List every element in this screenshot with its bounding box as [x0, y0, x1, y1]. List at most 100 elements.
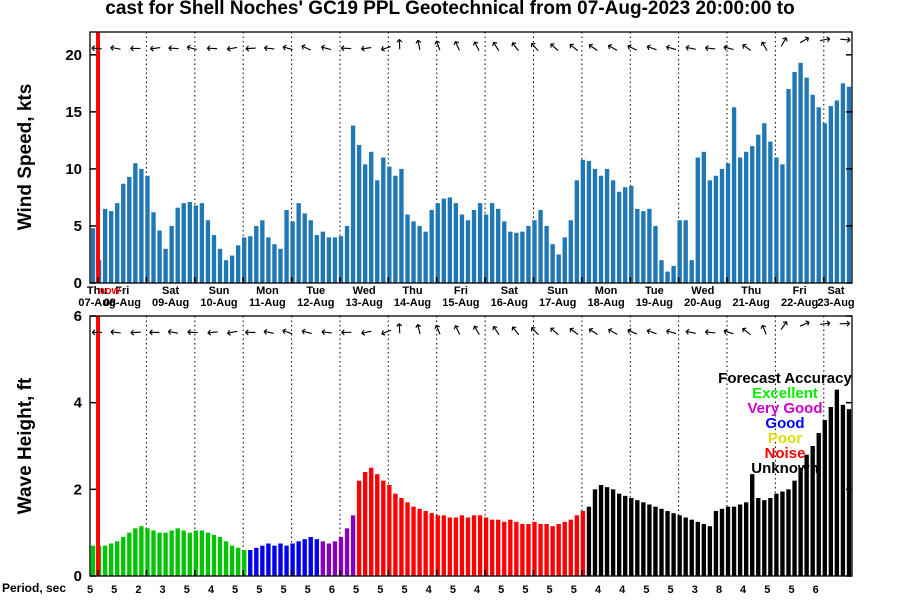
direction-arrow-icon: → [359, 323, 374, 341]
direction-arrow-icon: → [720, 322, 736, 341]
day-name-label: Mon [595, 285, 618, 297]
direction-arrow-icon: → [703, 39, 717, 56]
period-value: 5 [184, 584, 190, 596]
day-name-label: Sun [547, 285, 568, 297]
period-value: 5 [450, 584, 456, 596]
direction-arrow-icon: → [320, 323, 334, 340]
direction-arrow-icon: → [109, 323, 123, 340]
direction-arrow-icon: → [796, 31, 814, 51]
day-name-label: Wed [353, 285, 376, 297]
direction-arrow-icon: → [448, 37, 467, 54]
day-name-label: Fri [454, 285, 468, 297]
legend-title: Forecast Accuracy [718, 370, 852, 387]
direction-arrow-icon: → [429, 37, 448, 54]
day-name-label: Sat [501, 285, 518, 297]
direction-arrow-icon: → [166, 323, 181, 341]
direction-arrow-icon: → [467, 37, 487, 55]
wave-plot-frame [89, 315, 853, 577]
day-name-label: Sat [827, 285, 844, 297]
period-value: 5 [377, 584, 383, 596]
svg-text:10: 10 [65, 161, 82, 178]
period-value: 5 [256, 584, 262, 596]
period-values-row: 5 5 2 3 5 4 5 5 5 5 6 5 5 5 4 5 4 5 5 5 5 4 4 5 5 3 8 4 5 5 6 [87, 584, 819, 596]
day-date-label: 18-Aug [587, 297, 624, 309]
period-value: 2 [135, 584, 141, 596]
period-value: 6 [329, 584, 335, 596]
day-date-label: 17-Aug [539, 297, 576, 309]
day-date-label: 15-Aug [442, 297, 479, 309]
period-value: 5 [401, 584, 407, 596]
period-value: 4 [595, 584, 602, 596]
wind-direction-arrows: → → → → → → → → → → → → → → → →→ → → → → → → → → → → → → → → → → → →→ → → → → [90, 31, 852, 58]
direction-arrow-icon: → [584, 321, 603, 341]
direction-arrow-icon: → [796, 315, 814, 335]
direction-arrow-icon: → [448, 321, 468, 339]
legend-item-noise: Noise [764, 445, 806, 462]
svg-text:4: 4 [74, 395, 83, 412]
legend-item-good: Good [765, 415, 805, 432]
direction-arrow-icon: → [378, 322, 395, 341]
direction-arrow-icon: → [737, 37, 756, 57]
period-value: 5 [280, 584, 286, 596]
direction-arrow-icon: → [683, 39, 698, 57]
direction-arrow-icon: → [129, 40, 141, 56]
direction-arrow-icon: → [297, 38, 315, 58]
direction-arrow-icon: → [603, 37, 621, 57]
day-name-label: Thu [402, 285, 422, 297]
period-value: 8 [716, 584, 722, 596]
day-date-label: 10-Aug [200, 297, 237, 309]
direction-arrow-icon: → [604, 322, 622, 342]
direction-arrow-icon: → [721, 38, 737, 57]
period-value: 5 [87, 584, 93, 596]
direction-arrow-icon: → [148, 324, 160, 340]
direction-arrow-icon: → [818, 315, 832, 333]
direction-arrow-icon: → [244, 40, 257, 57]
direction-arrow-icon: → [774, 316, 794, 335]
direction-arrow-icon: → [167, 40, 180, 57]
direction-arrow-icon: → [818, 31, 833, 49]
period-value: 5 [764, 584, 770, 596]
direction-arrow-icon: → [755, 37, 775, 55]
direction-arrow-icon: → [410, 321, 428, 337]
day-name-label: Sat [162, 285, 179, 297]
period-value: 4 [426, 584, 433, 596]
svg-text:20: 20 [65, 47, 82, 64]
period-value: 4 [619, 584, 626, 596]
day-date-label: 11-Aug [249, 297, 286, 309]
direction-arrow-icon: → [129, 324, 142, 341]
period-value: 5 [232, 584, 238, 596]
direction-arrow-icon: → [703, 323, 717, 340]
wind-day-gridlines [97, 32, 825, 283]
day-name-label: Thu [87, 285, 107, 297]
period-value: 5 [668, 584, 674, 596]
wind-bars [90, 62, 852, 284]
wave-direction-arrows: → → → → → → → → → → → → → → → →→ → → → → → → → → → → → → → → → → → →→ → → → → [91, 315, 851, 342]
svg-text:0: 0 [74, 275, 82, 292]
direction-arrow-icon: → [683, 323, 698, 341]
forecast-accuracy-legend: Forecast Accuracy Excellent Very Good Good… [700, 371, 870, 476]
period-value: 5 [305, 584, 311, 596]
period-value: 5 [571, 584, 577, 596]
direction-arrow-icon: → [663, 322, 679, 341]
day-name-label: Fri [115, 285, 129, 297]
direction-arrow-icon: → [262, 39, 276, 56]
direction-arrow-icon: → [90, 39, 103, 56]
now-label: now [98, 285, 120, 297]
period-value: 5 [547, 584, 553, 596]
direction-arrow-icon: → [429, 321, 448, 338]
direction-arrow-icon: → [392, 38, 408, 51]
wind-plot-frame [89, 31, 853, 284]
direction-arrow-icon: → [359, 39, 373, 57]
direction-arrow-icon: → [774, 33, 794, 51]
svg-text:15: 15 [65, 104, 82, 121]
day-date-label: 22-Aug [781, 297, 818, 309]
day-name-label: Mon [256, 285, 279, 297]
direction-arrow-icon: → [225, 39, 240, 57]
day-name-label: Fri [793, 285, 807, 297]
wave-bars [90, 389, 852, 576]
day-date-label: 16-Aug [491, 297, 528, 309]
day-name-label: Tue [645, 285, 664, 297]
direction-arrow-icon: → [261, 323, 276, 341]
